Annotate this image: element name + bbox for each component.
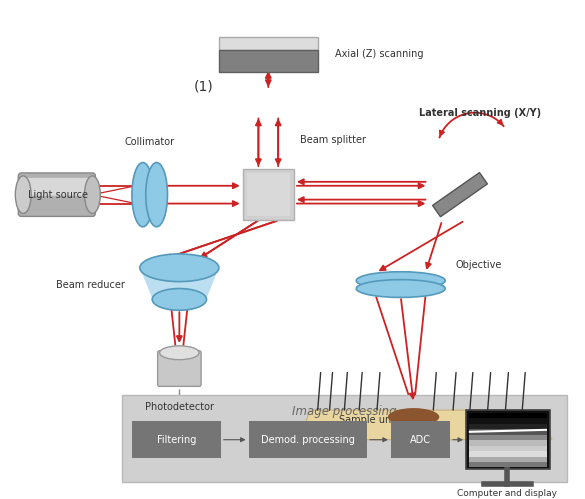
Text: Lateral scanning (X/Y): Lateral scanning (X/Y) (419, 108, 541, 118)
FancyBboxPatch shape (219, 50, 318, 72)
FancyBboxPatch shape (219, 36, 318, 50)
Text: Beam splitter: Beam splitter (300, 135, 366, 145)
FancyBboxPatch shape (18, 173, 95, 217)
Ellipse shape (15, 176, 31, 214)
Text: (1): (1) (194, 80, 214, 94)
FancyBboxPatch shape (132, 421, 221, 459)
FancyBboxPatch shape (249, 421, 367, 459)
Text: Filtering: Filtering (157, 435, 196, 445)
Ellipse shape (84, 176, 100, 214)
FancyBboxPatch shape (391, 421, 450, 459)
FancyBboxPatch shape (469, 462, 547, 468)
Ellipse shape (388, 408, 439, 426)
FancyBboxPatch shape (469, 457, 547, 462)
FancyBboxPatch shape (246, 173, 290, 217)
Text: Collimator: Collimator (125, 137, 175, 147)
Polygon shape (300, 410, 552, 440)
Text: Light source: Light source (28, 190, 88, 200)
Ellipse shape (356, 279, 445, 297)
Text: Objective: Objective (455, 260, 501, 270)
Ellipse shape (140, 254, 219, 281)
Text: Demod. processing: Demod. processing (261, 435, 355, 445)
Text: Photodetector: Photodetector (145, 402, 214, 412)
Text: Sample under test: Sample under test (339, 415, 430, 425)
FancyBboxPatch shape (469, 429, 547, 435)
FancyBboxPatch shape (469, 440, 547, 446)
Ellipse shape (356, 272, 445, 289)
Text: Beam reducer: Beam reducer (56, 279, 125, 289)
FancyBboxPatch shape (157, 351, 201, 386)
FancyBboxPatch shape (469, 413, 547, 419)
Polygon shape (432, 173, 487, 217)
Ellipse shape (146, 163, 167, 227)
FancyBboxPatch shape (469, 424, 547, 429)
Ellipse shape (152, 288, 207, 310)
FancyBboxPatch shape (23, 178, 91, 196)
Text: ADC: ADC (410, 435, 431, 445)
Text: Computer and display: Computer and display (457, 489, 558, 498)
Text: Axial (Z) scanning: Axial (Z) scanning (335, 49, 424, 59)
FancyBboxPatch shape (469, 446, 547, 451)
FancyBboxPatch shape (469, 435, 547, 440)
Polygon shape (140, 268, 219, 299)
FancyBboxPatch shape (243, 169, 294, 221)
FancyBboxPatch shape (122, 395, 567, 482)
Ellipse shape (132, 163, 154, 227)
FancyBboxPatch shape (466, 410, 550, 470)
FancyBboxPatch shape (469, 451, 547, 457)
Text: Image processing: Image processing (292, 405, 397, 418)
Ellipse shape (160, 346, 199, 360)
FancyBboxPatch shape (469, 419, 547, 424)
